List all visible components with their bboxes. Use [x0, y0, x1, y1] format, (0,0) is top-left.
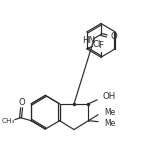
- Text: Me: Me: [104, 108, 115, 117]
- Text: O: O: [18, 98, 25, 107]
- Text: Me: Me: [104, 119, 115, 128]
- Text: OH: OH: [103, 92, 116, 101]
- Text: HN: HN: [82, 36, 95, 45]
- Text: Cl: Cl: [92, 40, 101, 49]
- Text: F: F: [98, 41, 103, 50]
- Text: CH₃: CH₃: [1, 118, 15, 124]
- Text: O: O: [111, 32, 117, 41]
